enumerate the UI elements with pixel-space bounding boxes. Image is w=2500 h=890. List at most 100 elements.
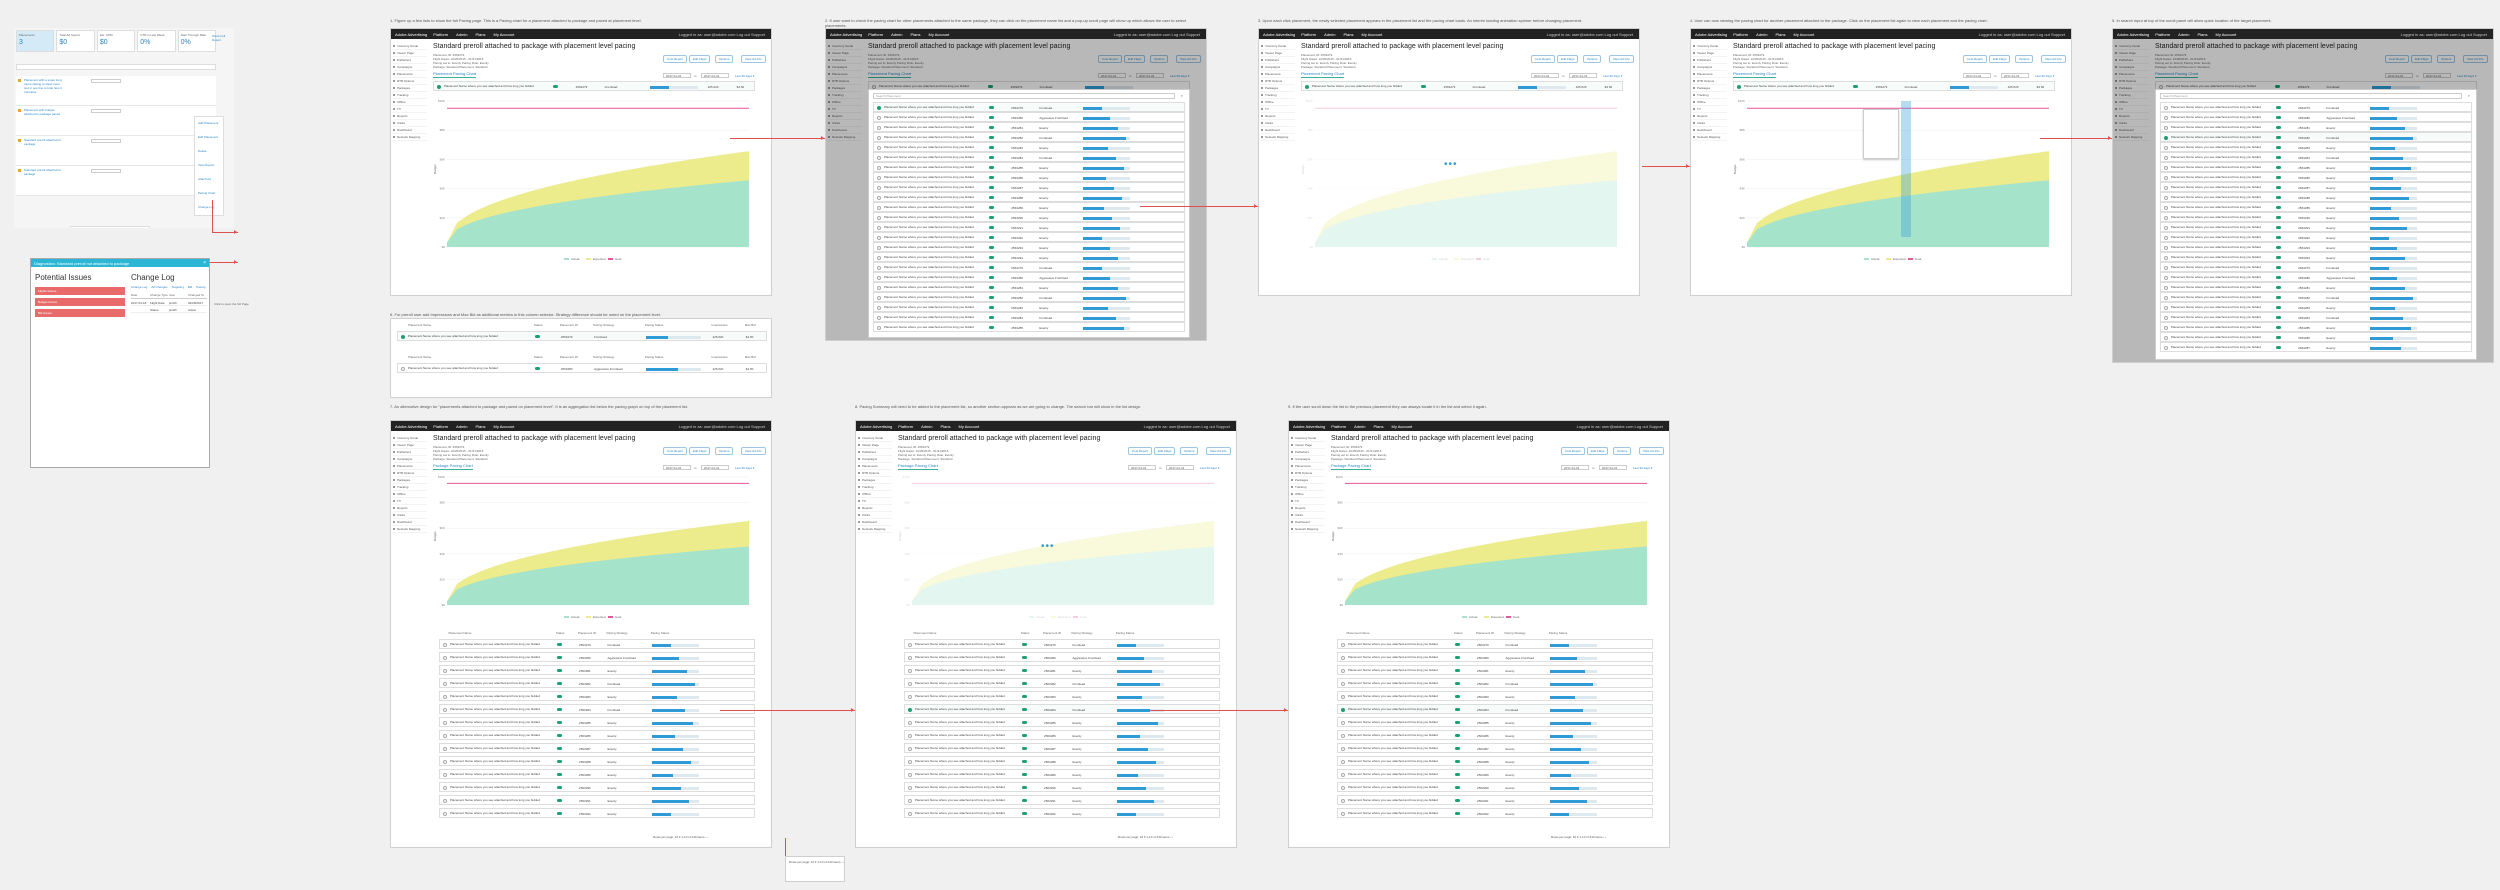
app-logo[interactable]: Adobe Advertising: [1263, 31, 1296, 37]
pacing-chart-tab[interactable]: Placement Pacing Chart: [868, 71, 912, 78]
placement-radio[interactable]: [437, 85, 441, 89]
action-button[interactable]: Options: [715, 55, 734, 63]
placement-radio[interactable]: [1341, 708, 1345, 712]
placement-row[interactable]: Placement Name where you see attached an…: [873, 172, 1185, 182]
placement-radio[interactable]: [877, 166, 881, 170]
placement-row[interactable]: Placement Name where you see attached an…: [2160, 312, 2472, 322]
sidebar-item[interactable]: Viewer Page: [858, 442, 892, 449]
placement-row[interactable]: Placement Name where you see attached an…: [439, 717, 755, 727]
placement-row[interactable]: Placement Name where you see attached an…: [439, 665, 755, 675]
sidebar-item[interactable]: Tracking: [1693, 92, 1727, 99]
status-toggle[interactable]: [1021, 760, 1027, 763]
status-toggle[interactable]: [1454, 708, 1460, 711]
app-logo[interactable]: Adobe Advertising: [830, 31, 863, 37]
nav-item[interactable]: Admin: [1324, 31, 1336, 37]
status-toggle[interactable]: [1454, 682, 1460, 685]
placement-radio[interactable]: [1341, 656, 1345, 660]
nav-item[interactable]: My Account: [493, 423, 515, 429]
placement-radio[interactable]: [872, 85, 876, 89]
sidebar-item[interactable]: Offline: [858, 491, 892, 498]
placement-radio[interactable]: [877, 256, 881, 260]
placement-radio[interactable]: [443, 721, 447, 725]
status-toggle[interactable]: [1454, 643, 1460, 646]
sidebar-item[interactable]: Network Mapping: [393, 134, 427, 141]
dashboard-row[interactable]: Placement with budget attached to packag…: [16, 106, 216, 136]
nav-item[interactable]: Admin: [1756, 31, 1768, 37]
status-toggle[interactable]: [556, 656, 562, 659]
placement-row[interactable]: Placement Name where you see attached an…: [873, 192, 1185, 202]
placement-radio[interactable]: [443, 643, 447, 647]
pacing-chart-tab[interactable]: Placement Pacing Chart: [1733, 71, 1777, 78]
sidebar-item[interactable]: RTB Options: [1693, 78, 1727, 85]
nav-item[interactable]: Plans: [475, 31, 486, 37]
status-toggle[interactable]: [1454, 760, 1460, 763]
pacing-chart-tab[interactable]: Placement Pacing Chart: [433, 71, 477, 78]
nav-item[interactable]: Admin: [456, 423, 468, 429]
placement-row[interactable]: Placement Name where you see attached an…: [2160, 192, 2472, 202]
placement-radio[interactable]: [2164, 156, 2168, 160]
placement-radio[interactable]: [877, 296, 881, 300]
action-button[interactable]: Options: [1613, 447, 1632, 455]
sidebar-item[interactable]: Clicks: [393, 120, 427, 127]
placement-radio[interactable]: [1341, 721, 1345, 725]
placement-row[interactable]: Placement Name where you see attached an…: [2160, 322, 2472, 332]
pacing-chart-tab[interactable]: Package Pacing Chart: [1331, 463, 1371, 470]
placement-row[interactable]: Placement Name where you see attached an…: [873, 322, 1185, 332]
status-toggle[interactable]: [556, 695, 562, 698]
row-status-field[interactable]: [91, 139, 121, 143]
sidebar-item[interactable]: Tracking: [1261, 92, 1295, 99]
sidebar-item[interactable]: TV: [1291, 498, 1325, 505]
sidebar-item[interactable]: TV: [1693, 106, 1727, 113]
nav-item[interactable]: Admin: [1354, 423, 1366, 429]
row-status-field[interactable]: [91, 79, 121, 83]
placement-radio[interactable]: [908, 747, 912, 751]
date-range-dropdown[interactable]: Last 30 days ▾: [1603, 74, 1623, 78]
sidebar-item[interactable]: Clicks: [1261, 120, 1295, 127]
placement-row[interactable]: Placement Name where you see attached an…: [904, 769, 1220, 779]
status-toggle[interactable]: [989, 166, 995, 169]
placement-row[interactable]: Placement Name where you see attached an…: [873, 212, 1185, 222]
placement-row[interactable]: Placement Name where you see attached an…: [2160, 212, 2472, 222]
placement-radio[interactable]: [2164, 256, 2168, 260]
close-icon[interactable]: ×: [203, 260, 206, 266]
placement-row[interactable]: Placement Name where you see attached an…: [2160, 132, 2472, 142]
sidebar-item[interactable]: Offline: [1693, 99, 1727, 106]
placement-row[interactable]: Placement Name where you see attached an…: [439, 652, 755, 662]
placement-radio[interactable]: [1341, 734, 1345, 738]
placement-radio[interactable]: [877, 186, 881, 190]
placement-radio[interactable]: [443, 747, 447, 751]
status-toggle[interactable]: [2276, 216, 2282, 219]
placement-row[interactable]: Placement Name where you see attached an…: [2160, 282, 2472, 292]
sidebar-item[interactable]: RTB Options: [1291, 470, 1325, 477]
placement-row[interactable]: Placement Name where you see attached an…: [904, 743, 1220, 753]
sidebar-item[interactable]: Packages: [1693, 85, 1727, 92]
status-toggle[interactable]: [2276, 186, 2282, 189]
placement-row[interactable]: Placement Name where you see attached an…: [433, 81, 755, 91]
nav-item[interactable]: Plans: [1343, 31, 1354, 37]
placement-row[interactable]: Placement Name where you see attached an…: [2160, 252, 2472, 262]
sidebar-item[interactable]: Offline: [393, 99, 427, 106]
sidebar-item[interactable]: Inventory Guide: [393, 43, 427, 50]
placement-radio[interactable]: [443, 656, 447, 660]
action-button[interactable]: Edit Flags: [689, 55, 711, 63]
action-button[interactable]: Cost Report: [1128, 447, 1153, 455]
app-logo[interactable]: Adobe Advertising: [1695, 31, 1728, 37]
status-toggle[interactable]: [556, 799, 562, 802]
nav-item[interactable]: Admin: [891, 31, 903, 37]
status-toggle[interactable]: [1021, 786, 1027, 789]
action-button[interactable]: Options: [2437, 55, 2456, 63]
pacing-chart-tab[interactable]: Placement Pacing Chart: [2155, 71, 2199, 78]
sidebar-item[interactable]: Packages: [1261, 85, 1295, 92]
sidebar-item[interactable]: Campaigns: [393, 456, 427, 463]
placement-radio[interactable]: [1737, 85, 1741, 89]
nav-item[interactable]: Platform: [433, 423, 449, 429]
date-to-input[interactable]: 2017-01-31: [1599, 465, 1627, 470]
action-button[interactable]: Cost Report: [663, 447, 688, 455]
status-toggle[interactable]: [556, 760, 562, 763]
sidebar-item[interactable]: Viewer Page: [1291, 442, 1325, 449]
sidebar-item[interactable]: RTB Options: [1261, 78, 1295, 85]
placement-radio[interactable]: [2164, 136, 2168, 140]
status-toggle[interactable]: [2276, 106, 2282, 109]
sidebar-item[interactable]: Offline: [393, 491, 427, 498]
sidebar-item[interactable]: Packages: [393, 477, 427, 484]
